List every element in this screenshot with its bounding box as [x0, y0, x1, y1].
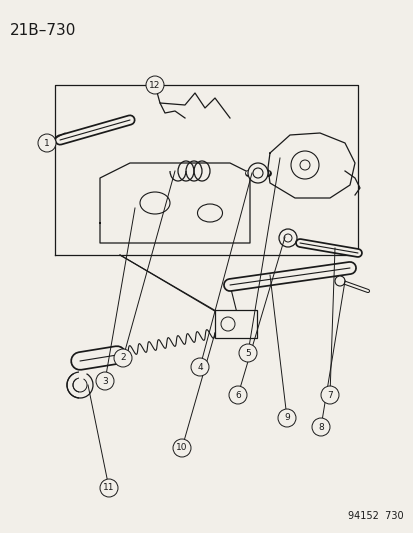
Circle shape — [173, 439, 190, 457]
Text: 11: 11 — [103, 483, 114, 492]
Ellipse shape — [197, 204, 222, 222]
Text: 94152  730: 94152 730 — [347, 511, 403, 521]
Circle shape — [114, 349, 132, 367]
Circle shape — [100, 479, 118, 497]
Circle shape — [96, 372, 114, 390]
Circle shape — [311, 418, 329, 436]
Text: 9: 9 — [283, 414, 289, 423]
Circle shape — [247, 163, 267, 183]
Text: 21B–730: 21B–730 — [10, 23, 76, 38]
Text: 10: 10 — [176, 443, 188, 453]
Circle shape — [67, 372, 93, 398]
Text: 6: 6 — [235, 391, 240, 400]
Text: 4: 4 — [197, 362, 202, 372]
Circle shape — [73, 378, 87, 392]
Circle shape — [228, 386, 247, 404]
Bar — [214, 310, 256, 338]
Circle shape — [334, 276, 344, 286]
Ellipse shape — [140, 192, 170, 214]
Circle shape — [221, 317, 235, 331]
Circle shape — [283, 234, 291, 242]
Circle shape — [252, 168, 262, 178]
Text: 3: 3 — [102, 376, 108, 385]
Circle shape — [278, 229, 296, 247]
Circle shape — [320, 386, 338, 404]
Bar — [79, 371, 95, 399]
Text: 2: 2 — [120, 353, 126, 362]
Text: 5: 5 — [244, 349, 250, 358]
Circle shape — [290, 151, 318, 179]
Circle shape — [146, 76, 164, 94]
Circle shape — [277, 409, 295, 427]
Text: 7: 7 — [326, 391, 332, 400]
Text: 1: 1 — [44, 139, 50, 148]
Circle shape — [190, 358, 209, 376]
Text: 12: 12 — [149, 80, 160, 90]
Text: 8: 8 — [317, 423, 323, 432]
Circle shape — [38, 134, 56, 152]
Circle shape — [299, 160, 309, 170]
Circle shape — [238, 344, 256, 362]
